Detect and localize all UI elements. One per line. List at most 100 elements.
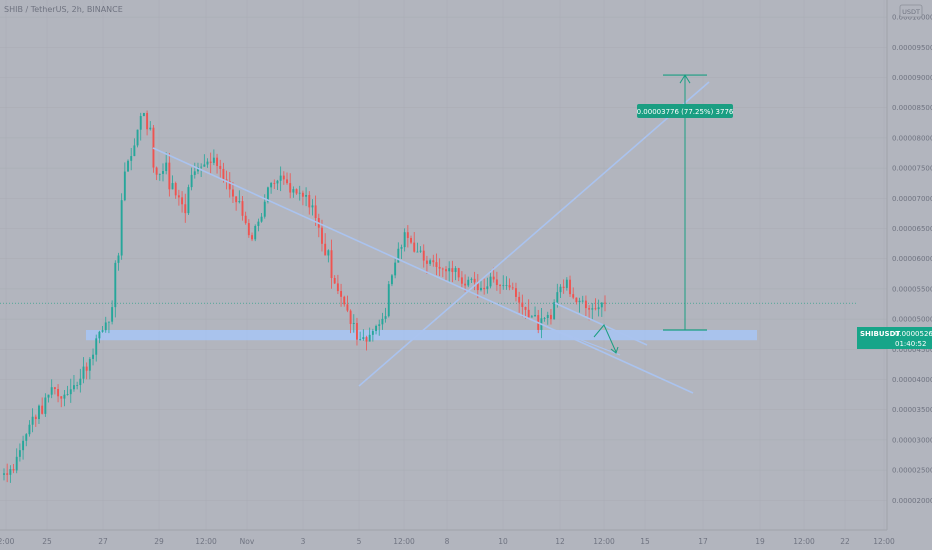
currency-badge[interactable]: USDT xyxy=(899,4,923,18)
candle-bear xyxy=(584,300,587,309)
candle-bull xyxy=(190,174,193,188)
y-tick-label: 0.00006500 xyxy=(892,225,932,233)
candle-bull xyxy=(387,284,390,317)
candle-bull xyxy=(133,145,136,157)
support-zone xyxy=(86,329,757,341)
candle-bear xyxy=(588,308,591,310)
candle-bull xyxy=(120,200,123,256)
candle-bear xyxy=(6,473,9,475)
candle-bear xyxy=(247,223,250,236)
candle-bull xyxy=(88,358,91,371)
candle-bull xyxy=(371,331,374,335)
candle-bull xyxy=(260,216,263,222)
candle-bull xyxy=(298,192,301,194)
candle-bull xyxy=(530,316,533,318)
y-tick-label: 0.00009500 xyxy=(892,44,932,52)
candle-bear xyxy=(464,283,467,286)
y-tick-label: 0.00003000 xyxy=(892,436,932,444)
candle-bull xyxy=(130,156,133,161)
candle-bear xyxy=(473,278,476,283)
chart-title: SHIB / TetherUS, 2h, BINANCE xyxy=(4,5,123,14)
x-tick-label: 3 xyxy=(301,537,306,546)
candle-bear xyxy=(41,405,44,414)
candle-bull xyxy=(597,307,600,310)
candle-bear xyxy=(432,260,435,263)
candle-bull xyxy=(505,285,508,286)
candle-bull xyxy=(18,450,21,457)
last-price-tag: SHIBUSDT 0.00005264 01:40:52 xyxy=(857,327,932,349)
candle-bull xyxy=(22,440,25,451)
candle-bull xyxy=(390,275,393,285)
x-tick-label: 12:00 xyxy=(393,537,415,546)
candle-bear xyxy=(413,242,416,252)
candle-bull xyxy=(139,116,142,130)
measure-label[interactable]: 0.00003776 (77.25%) 3776 xyxy=(637,104,734,118)
candle-bull xyxy=(565,279,568,288)
candle-bull xyxy=(162,171,164,174)
y-tick-label: 0.00004000 xyxy=(892,376,932,384)
candle-bear xyxy=(518,296,521,303)
candle-bear xyxy=(146,112,149,130)
rising-support-line xyxy=(358,81,710,387)
candle-bull xyxy=(327,250,330,256)
candle-bear xyxy=(231,189,234,197)
x-tick-label: 12:00 xyxy=(873,537,895,546)
price-tag-background xyxy=(857,327,932,349)
candle-bull xyxy=(581,300,584,302)
candle-bear xyxy=(174,183,177,196)
candle-bear xyxy=(499,285,502,286)
candle-bear xyxy=(301,192,304,197)
candle-bull xyxy=(279,175,282,181)
candle-bear xyxy=(57,389,60,397)
candle-bear xyxy=(289,183,292,193)
y-tick-label: 0.00004500 xyxy=(892,346,932,354)
x-tick-label: 12:00 xyxy=(195,537,217,546)
candle-bear xyxy=(604,302,606,304)
time-axis[interactable]: 2:00 25 27 29 12:00 Nov 3 5 12:00 8 10 12 12:00 15 17 1… xyxy=(0,537,895,546)
candle-bear xyxy=(336,283,339,292)
candle-bear xyxy=(53,387,56,390)
candle-bear xyxy=(451,268,454,272)
candle-bull xyxy=(311,205,314,208)
projected-path xyxy=(593,324,617,353)
y-tick-label: 0.00007000 xyxy=(892,195,932,203)
drawing-overlays-back xyxy=(0,302,857,341)
candle-bear xyxy=(228,181,231,190)
candle-bull xyxy=(171,183,174,190)
candle-bull xyxy=(66,394,69,395)
candle-bull xyxy=(578,300,581,303)
candle-bear xyxy=(483,287,486,290)
y-tick-label: 0.00005000 xyxy=(892,316,932,324)
candle-bear xyxy=(569,279,571,295)
candle-bear xyxy=(524,306,527,310)
price-axis[interactable]: 0.00010000 0.00009500 0.00009000 0.00008500… xyxy=(892,14,932,505)
candle-bear xyxy=(241,201,244,216)
candle-bull xyxy=(3,473,5,475)
candle-bull xyxy=(486,286,489,290)
candle-bull xyxy=(359,339,362,340)
candle-bull xyxy=(292,189,295,193)
candle-bear xyxy=(282,175,285,180)
candle-bull xyxy=(149,127,152,130)
candle-bull xyxy=(76,385,79,386)
candle-bull xyxy=(534,315,536,317)
candle-bear xyxy=(492,276,495,280)
candle-bear xyxy=(521,302,524,307)
candle-bull xyxy=(419,250,422,252)
price-tag-price: 0.00005264 xyxy=(895,330,932,338)
candle-bull xyxy=(38,405,40,420)
candle-bull xyxy=(375,325,378,332)
candle-bull xyxy=(467,279,470,286)
candle-bull xyxy=(111,307,114,322)
candle-bear xyxy=(445,269,447,272)
candle-bull xyxy=(400,247,403,249)
candle-bull xyxy=(95,338,98,355)
x-tick-label: 8 xyxy=(445,537,450,546)
grid-lines xyxy=(0,0,887,530)
candle-bear xyxy=(343,296,346,305)
candle-bear xyxy=(508,285,511,288)
candle-bear xyxy=(457,268,460,278)
candle-bull xyxy=(25,434,28,441)
candle-bear xyxy=(356,322,358,340)
